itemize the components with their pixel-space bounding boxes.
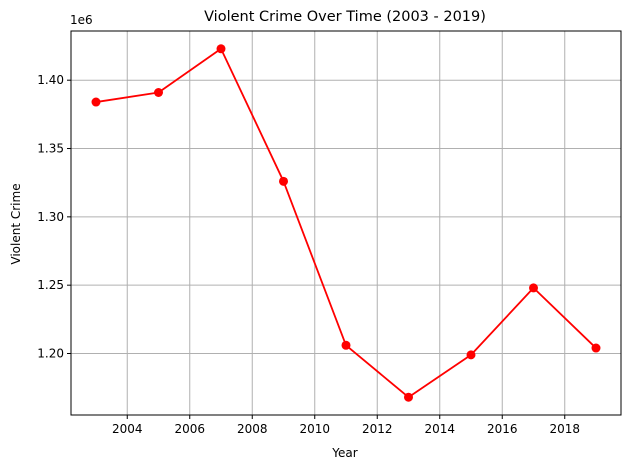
y-tick-label: 1.25 <box>37 278 64 292</box>
data-point <box>216 44 226 54</box>
x-tick-label: 2006 <box>174 422 205 436</box>
series-layer <box>91 44 601 402</box>
y-tick-label: 1.35 <box>37 142 64 156</box>
x-tick-label: 2012 <box>362 422 393 436</box>
y-tick-label: 1.40 <box>37 73 64 87</box>
data-point <box>341 340 351 350</box>
data-point <box>279 176 288 186</box>
x-tick-label: 2004 <box>112 422 143 436</box>
axis-ticks: 2004 2006 2008 2010 2012 2014 2016 2018 1.20 1.25… <box>37 73 580 436</box>
x-tick-label: 2016 <box>487 422 518 436</box>
x-tick-label: 2014 <box>424 422 455 436</box>
plot-area-frame <box>70 30 622 416</box>
data-point <box>529 283 538 293</box>
x-axis-label: Year <box>331 446 357 460</box>
y-tick-label: 1.30 <box>37 210 64 224</box>
data-point <box>404 392 413 402</box>
data-point <box>466 350 476 360</box>
data-point <box>91 97 101 107</box>
grid <box>71 31 621 415</box>
y-tick-label: 1.20 <box>37 347 64 361</box>
x-tick-label: 2018 <box>549 422 580 436</box>
x-tick-label: 2008 <box>237 422 268 436</box>
y-offset-label: 1e6 <box>70 13 93 27</box>
data-point <box>154 87 163 97</box>
x-tick-label: 2010 <box>299 422 330 436</box>
y-axis-label: Violent Crime <box>9 183 23 264</box>
chart-title: Violent Crime Over Time (2003 - 2019) <box>204 9 486 25</box>
data-point <box>591 343 601 353</box>
